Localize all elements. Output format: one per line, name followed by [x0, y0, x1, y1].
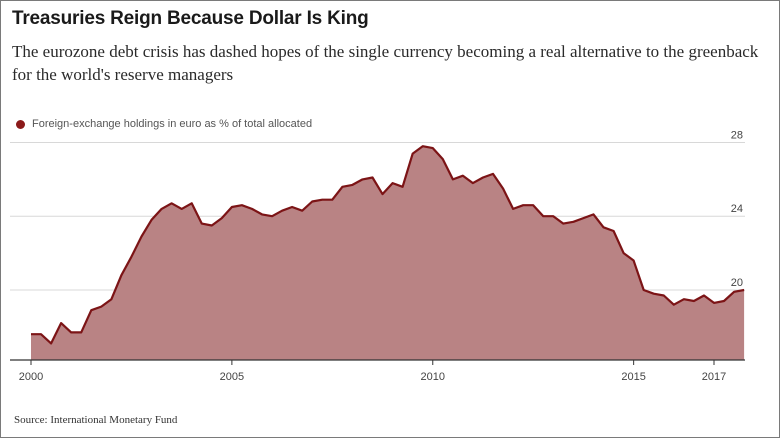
- x-tick-label-2015: 2015: [621, 371, 645, 383]
- y-tick-label-28: 28: [731, 130, 743, 142]
- source-note: Source: International Monetary Fund: [14, 414, 178, 426]
- y-tick-label-24: 24: [731, 203, 743, 215]
- series-line: [31, 145, 745, 345]
- x-tick-label-2005: 2005: [220, 371, 244, 383]
- x-tick-label-2017: 2017: [702, 371, 726, 383]
- area-chart: 2000 2005 2010 2015 2017 20 24 28: [10, 130, 745, 383]
- y-tick-label-20: 20: [731, 277, 743, 289]
- legend-label: Foreign-exchange holdings in euro as % o…: [32, 118, 313, 130]
- x-tick-label-2000: 2000: [19, 371, 43, 383]
- chart-legend: Foreign-exchange holdings in euro as % o…: [16, 118, 312, 130]
- chart-title: Treasuries Reign Because Dollar Is King: [12, 8, 369, 29]
- legend-marker: [16, 119, 25, 129]
- series-area: [31, 146, 745, 360]
- x-tick-label-2010: 2010: [421, 371, 445, 383]
- chart-subtitle: The eurozone debt crisis has dashed hope…: [12, 42, 759, 84]
